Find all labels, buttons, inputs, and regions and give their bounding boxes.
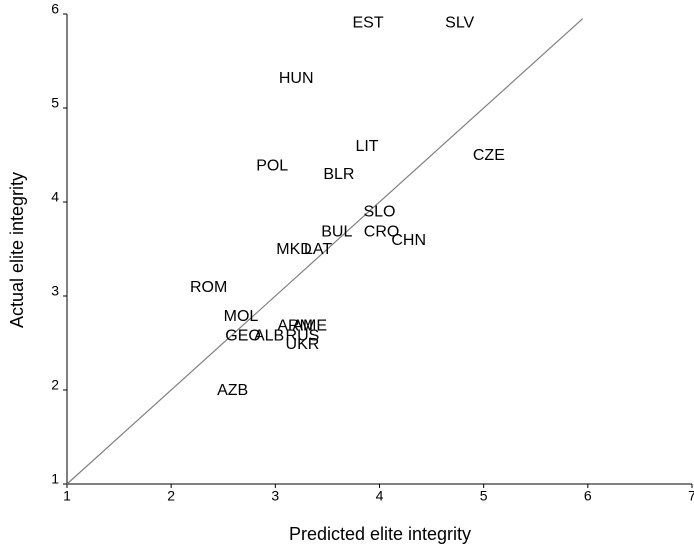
point-label: CHN	[391, 232, 426, 249]
point-label: AME	[292, 317, 327, 334]
point-label: BUL	[321, 223, 352, 240]
point-label: BLR	[323, 166, 354, 183]
x-tick-label: 5	[480, 488, 488, 504]
point-label: LIT	[355, 138, 378, 155]
x-tick-label: 7	[688, 488, 694, 504]
point-label: GEO	[225, 328, 261, 345]
x-tick-label: 2	[167, 488, 175, 504]
point-label: CZE	[473, 147, 505, 164]
point-label: AZB	[217, 382, 248, 399]
point-label: SLV	[445, 15, 474, 32]
x-tick-label: 1	[63, 488, 71, 504]
x-tick-label: 3	[271, 488, 279, 504]
x-tick-label: 6	[584, 488, 592, 504]
point-label: SLO	[363, 204, 395, 221]
point-label: RUS	[286, 328, 320, 345]
reference-line	[66, 18, 584, 485]
y-tick-label: 6	[51, 1, 59, 17]
point-label: HUN	[279, 70, 314, 87]
y-tick-label: 3	[51, 283, 59, 299]
y-tick-label: 1	[51, 471, 59, 487]
y-tick-label: 4	[51, 189, 59, 205]
y-axis-title: Actual elite integrity	[7, 172, 27, 328]
point-label: MKD	[276, 241, 312, 258]
point-label: CRO	[364, 223, 400, 240]
point-label: EST	[352, 15, 383, 32]
point-label: LAT	[304, 241, 332, 258]
point-label: ALB	[254, 328, 284, 345]
point-label: ROM	[190, 279, 227, 296]
x-axis-title: Predicted elite integrity	[289, 524, 471, 544]
point-label: POL	[256, 157, 288, 174]
point-label: MOL	[224, 308, 259, 325]
point-label: ARM	[277, 317, 313, 334]
x-tick-label: 4	[376, 488, 384, 504]
y-tick-label: 2	[51, 377, 59, 393]
point-label: UKR	[286, 336, 320, 353]
y-tick-label: 5	[51, 95, 59, 111]
